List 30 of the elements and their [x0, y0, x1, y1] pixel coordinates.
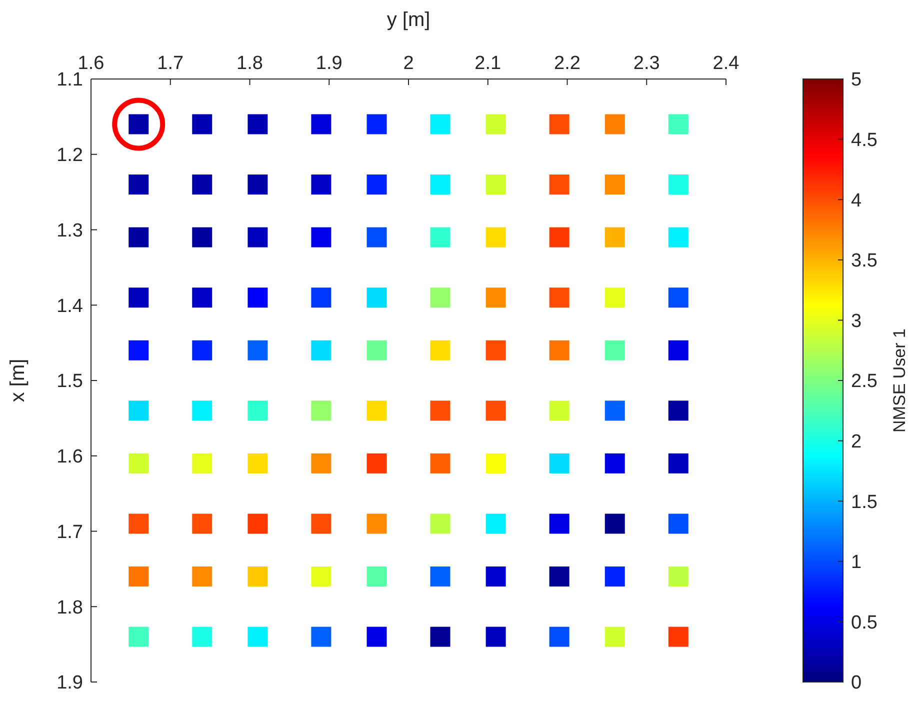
color-bar-label: 2.5 — [851, 371, 878, 392]
y-axis-title: x [m] — [7, 358, 29, 402]
y-tick-label: 1.4 — [56, 296, 84, 317]
x-tick-label: 1.8 — [236, 53, 263, 74]
color-bar-label: 1.5 — [851, 492, 878, 513]
y-tick-label: 1.9 — [56, 672, 83, 694]
color-bar-label: 4 — [851, 190, 862, 212]
y-tick-label: 1.7 — [56, 522, 83, 543]
x-tick-label: 2 — [403, 53, 414, 74]
color-bar-label: 0 — [851, 672, 862, 694]
color-bar-label: 3 — [851, 310, 862, 332]
x-tick-label: 1.9 — [316, 53, 342, 74]
color-bar-label: 1 — [851, 552, 862, 574]
color-bar-label: 3.5 — [851, 250, 878, 272]
x-tick-label: 2.4 — [712, 53, 740, 74]
color-bar-label: 4.5 — [851, 130, 878, 151]
x-tick-label: 2.2 — [554, 53, 580, 74]
color-bar-title: NMSE User 1 — [890, 328, 909, 432]
x-tick-label: 1.7 — [157, 53, 184, 74]
y-tick-label: 1.5 — [56, 371, 83, 392]
y-tick-label: 1.8 — [56, 597, 83, 618]
y-tick-label: 1.6 — [56, 446, 83, 468]
x-tick-label: 2.3 — [633, 53, 660, 74]
x-tick-label: 2.1 — [474, 53, 502, 74]
color-bar-label: 5 — [851, 70, 862, 91]
x-axis-title: y [m] — [386, 9, 430, 31]
y-tick-label: 1.2 — [56, 145, 83, 166]
color-bar-label: 0.5 — [851, 612, 878, 634]
y-tick-label: 1.3 — [56, 220, 83, 242]
color-bar-label: 2 — [851, 431, 862, 452]
